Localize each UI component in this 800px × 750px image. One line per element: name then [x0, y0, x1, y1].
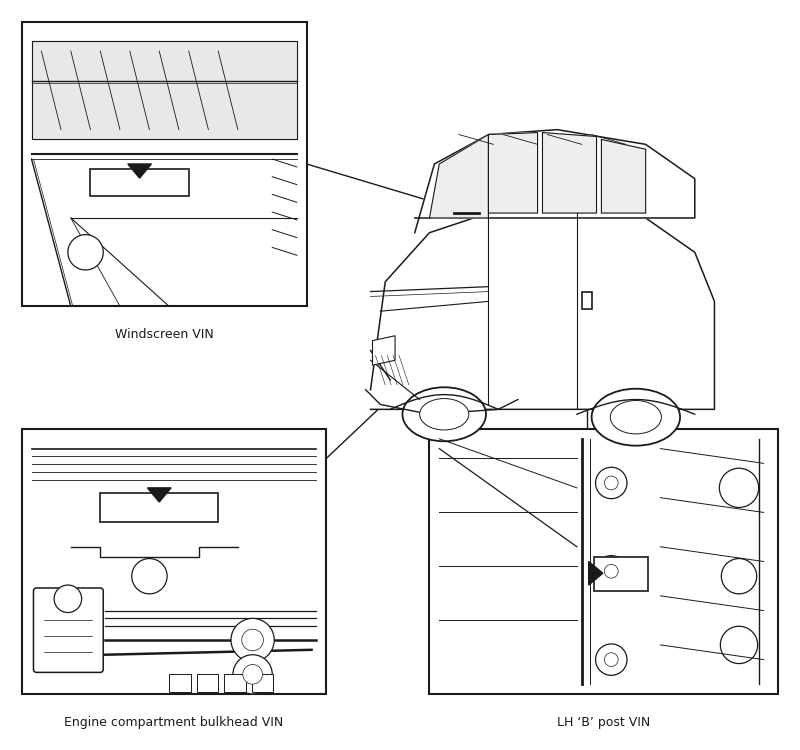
Circle shape [604, 476, 618, 490]
Ellipse shape [610, 400, 662, 434]
Circle shape [233, 655, 272, 694]
Bar [430, 429, 778, 694]
Polygon shape [169, 674, 190, 692]
Polygon shape [224, 674, 246, 692]
Polygon shape [489, 133, 538, 213]
Text: LH ‘B’ post VIN: LH ‘B’ post VIN [557, 716, 650, 728]
Polygon shape [602, 140, 646, 213]
Polygon shape [589, 562, 603, 585]
Circle shape [595, 556, 627, 587]
Circle shape [604, 652, 618, 667]
Circle shape [242, 629, 263, 651]
Circle shape [132, 559, 167, 594]
Circle shape [242, 664, 262, 684]
Circle shape [595, 644, 627, 675]
Polygon shape [370, 209, 714, 410]
Polygon shape [373, 336, 395, 365]
Bar [22, 22, 306, 306]
Bar [100, 493, 218, 522]
Ellipse shape [592, 388, 680, 445]
Circle shape [604, 565, 618, 578]
Polygon shape [542, 133, 597, 213]
Circle shape [595, 467, 627, 499]
Polygon shape [147, 488, 171, 502]
Circle shape [68, 235, 103, 270]
Bar [594, 556, 648, 591]
Polygon shape [414, 130, 694, 232]
Text: Windscreen VIN: Windscreen VIN [114, 328, 214, 341]
Bar [90, 169, 189, 196]
Circle shape [231, 619, 274, 662]
Circle shape [719, 468, 758, 508]
Ellipse shape [402, 387, 486, 441]
Polygon shape [430, 134, 489, 218]
Circle shape [722, 559, 757, 594]
Polygon shape [31, 41, 297, 140]
Polygon shape [252, 674, 274, 692]
Ellipse shape [420, 398, 469, 430]
Circle shape [54, 585, 82, 613]
Bar [22, 429, 326, 694]
Circle shape [720, 626, 758, 664]
Text: Engine compartment bulkhead VIN: Engine compartment bulkhead VIN [64, 716, 284, 728]
FancyBboxPatch shape [34, 588, 103, 673]
Polygon shape [128, 164, 151, 178]
Bar [582, 292, 592, 309]
Polygon shape [197, 674, 218, 692]
